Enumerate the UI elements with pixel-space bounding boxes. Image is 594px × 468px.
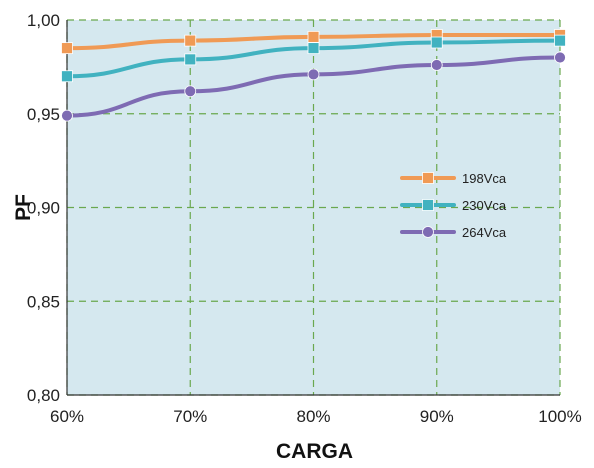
data-point	[184, 34, 197, 47]
x-tick-label: 100%	[538, 407, 581, 426]
data-point	[61, 42, 73, 55]
legend-marker	[422, 226, 434, 238]
x-tick-label: 70%	[173, 407, 207, 426]
legend-item: 198Vca	[400, 171, 507, 186]
data-point	[61, 109, 73, 122]
legend-item: 264Vca	[400, 225, 507, 240]
legend: 198Vca 230Vca 264Vca	[400, 171, 507, 240]
series-230Vca	[61, 34, 566, 83]
x-axis-label: CARGA	[276, 440, 353, 463]
x-tick-label: 90%	[420, 407, 454, 426]
y-tick-label: 0,85	[27, 292, 60, 311]
y-tick-label: 0,80	[27, 386, 60, 405]
axes: 0,80 0,85 0,90 0,95 1,00 60% 70% 80% 90% 100%	[27, 11, 582, 426]
y-tick-label: 0,95	[27, 105, 60, 124]
legend-marker	[422, 199, 434, 211]
data-point	[184, 85, 197, 98]
y-tick-label: 1,00	[27, 11, 60, 30]
data-point	[430, 36, 443, 49]
x-tick-label: 60%	[50, 407, 84, 426]
data-point	[184, 53, 197, 66]
legend-label: 230Vca	[462, 198, 507, 213]
legend-marker	[422, 172, 434, 184]
data-point	[61, 70, 73, 83]
data-point	[430, 59, 443, 71]
series-group	[61, 29, 566, 122]
y-axis-label: PF	[12, 194, 35, 221]
y-tick-label: 0,90	[27, 199, 60, 218]
x-tick-label: 80%	[296, 407, 330, 426]
series-264Vca	[61, 51, 566, 122]
data-point	[307, 30, 320, 43]
data-point	[554, 51, 566, 64]
data-point	[307, 42, 320, 55]
legend-label: 264Vca	[462, 225, 507, 240]
data-point	[554, 34, 566, 47]
legend-label: 198Vca	[462, 171, 507, 186]
legend-item: 230Vca	[400, 198, 507, 213]
data-point	[307, 68, 320, 81]
